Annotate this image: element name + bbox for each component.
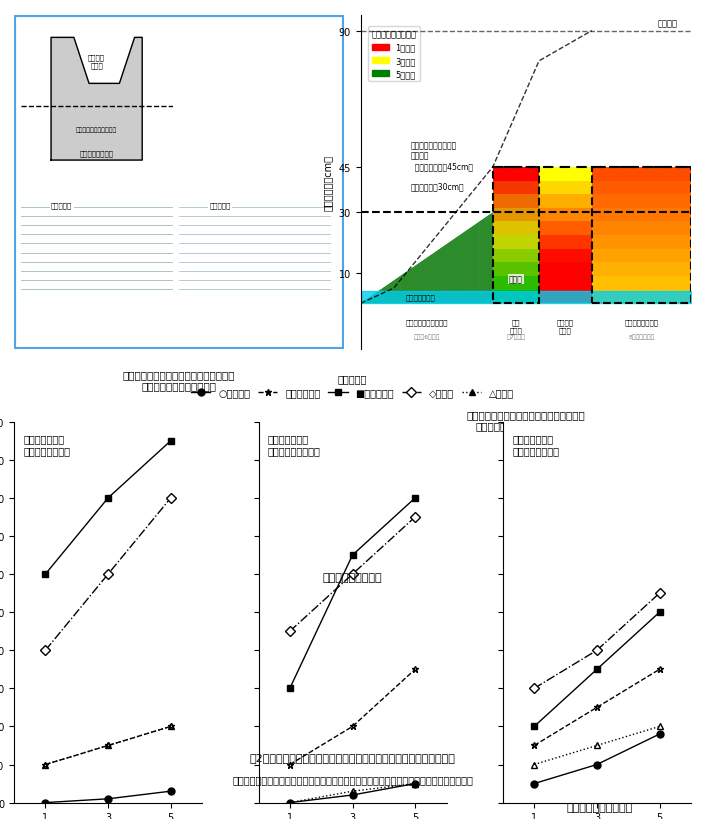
Polygon shape: [367, 295, 374, 304]
Polygon shape: [493, 290, 539, 304]
Text: 図2　地域・品種毎に策定した水稲を完全冠水させた場合の減収尺度: 図2 地域・品種毎に策定した水稲を完全冠水させた場合の減収尺度: [250, 753, 455, 762]
Polygon shape: [592, 250, 691, 263]
Text: 通常の管理水深: 通常の管理水深: [405, 295, 435, 301]
Polygon shape: [460, 231, 467, 304]
Legend: ○分げつ期, ＊幼穂形成期, ■穂ばらみ期, ◇出穂期, △成熟期: ○分げつ期, ＊幼穂形成期, ■穂ばらみ期, ◇出穂期, △成熟期: [187, 369, 518, 402]
Text: 水田の許容最大湛水深
深水管理
  対応型の水田：45cm等

通常の水田：30cm等: 水田の許容最大湛水深 深水管理 対応型の水田：45cm等 通常の水田：30cm等: [410, 141, 473, 192]
Polygon shape: [473, 222, 479, 304]
Polygon shape: [493, 209, 539, 222]
Polygon shape: [427, 254, 434, 304]
Legend: 1日未満, 3日未満, 5日未満: 1日未満, 3日未満, 5日未満: [368, 27, 420, 82]
Polygon shape: [407, 268, 414, 304]
Polygon shape: [592, 290, 691, 304]
Polygon shape: [592, 209, 691, 222]
Text: （試験地や調査方法等が異なることから、明確に品種間差を示したものではない点に留意）: （試験地や調査方法等が異なることから、明確に品種間差を示したものではない点に留意…: [232, 775, 473, 785]
Text: 水稲草丈: 水稲草丈: [658, 20, 678, 29]
Polygon shape: [446, 240, 453, 304]
Polygon shape: [493, 222, 539, 236]
Text: 試験地：つくば
品種：コシヒカリ: 試験地：つくば 品種：コシヒカリ: [23, 433, 70, 455]
Polygon shape: [493, 263, 539, 277]
Polygon shape: [539, 263, 592, 277]
Polygon shape: [374, 290, 381, 304]
Text: 冠水継続期間（日）: 冠水継続期間（日）: [323, 572, 382, 582]
Text: （皆川裕樹、北川巌）: （皆川裕樹、北川巌）: [566, 802, 632, 812]
Polygon shape: [592, 263, 691, 277]
Polygon shape: [539, 181, 592, 195]
Text: 図３　水稲の減収を抑えられる生育段階別
の湛水管理条件（コシヒカリの例）: 図３ 水稲の減収を抑えられる生育段階別 の湛水管理条件（コシヒカリの例）: [467, 410, 585, 431]
Polygon shape: [414, 263, 420, 304]
Polygon shape: [493, 168, 539, 181]
Polygon shape: [420, 259, 427, 304]
Polygon shape: [493, 277, 539, 290]
Polygon shape: [539, 250, 592, 263]
Polygon shape: [592, 168, 691, 181]
Text: 図１　水位調整器の設置による豪雨時の
　　　水田雨水貯留の様子: 図１ 水位調整器の設置による豪雨時の 水田雨水貯留の様子: [123, 369, 235, 391]
Text: 移植～6月下旬: 移植～6月下旬: [414, 334, 440, 340]
Text: 試験地：北海道
品種：ななつぼし: 試験地：北海道 品種：ななつぼし: [513, 433, 559, 455]
Polygon shape: [387, 281, 394, 304]
Polygon shape: [400, 272, 407, 304]
Polygon shape: [592, 277, 691, 290]
Polygon shape: [493, 236, 539, 250]
Text: 田植え　～　分げつ期: 田植え ～ 分げつ期: [405, 319, 448, 326]
Polygon shape: [539, 277, 592, 290]
Polygon shape: [486, 213, 493, 304]
Polygon shape: [592, 236, 691, 250]
Bar: [493, 168, 539, 304]
Polygon shape: [539, 290, 592, 304]
Polygon shape: [453, 236, 460, 304]
Polygon shape: [479, 218, 486, 304]
Polygon shape: [539, 236, 592, 250]
Text: 8月下旬～収穫: 8月下旬～収穫: [628, 334, 654, 340]
Text: 試験地：秋田県
品種：あきたこまち: 試験地：秋田県 品種：あきたこまち: [268, 433, 321, 455]
Polygon shape: [539, 209, 592, 222]
Polygon shape: [434, 250, 440, 304]
Text: ～7月中旬: ～7月中旬: [506, 334, 525, 340]
Polygon shape: [394, 277, 400, 304]
Text: 中干し: 中干し: [509, 275, 523, 284]
Polygon shape: [493, 181, 539, 195]
Polygon shape: [539, 195, 592, 209]
Polygon shape: [493, 250, 539, 263]
Bar: [592, 168, 691, 304]
Text: 穂孕み～
出穂期: 穂孕み～ 出穂期: [557, 319, 574, 333]
Polygon shape: [539, 222, 592, 236]
Polygon shape: [592, 195, 691, 209]
Polygon shape: [539, 168, 592, 181]
Polygon shape: [361, 299, 367, 304]
Polygon shape: [381, 286, 387, 304]
Polygon shape: [440, 245, 446, 304]
Polygon shape: [592, 222, 691, 236]
Polygon shape: [592, 181, 691, 195]
Text: 幼穂
形成期: 幼穂 形成期: [510, 319, 522, 333]
Y-axis label: 水深・草丈（cm）: 水深・草丈（cm）: [323, 155, 333, 210]
Polygon shape: [467, 227, 473, 304]
Polygon shape: [493, 195, 539, 209]
Text: 登熟　～　成熟期: 登熟 ～ 成熟期: [625, 319, 658, 326]
Polygon shape: [361, 213, 493, 304]
